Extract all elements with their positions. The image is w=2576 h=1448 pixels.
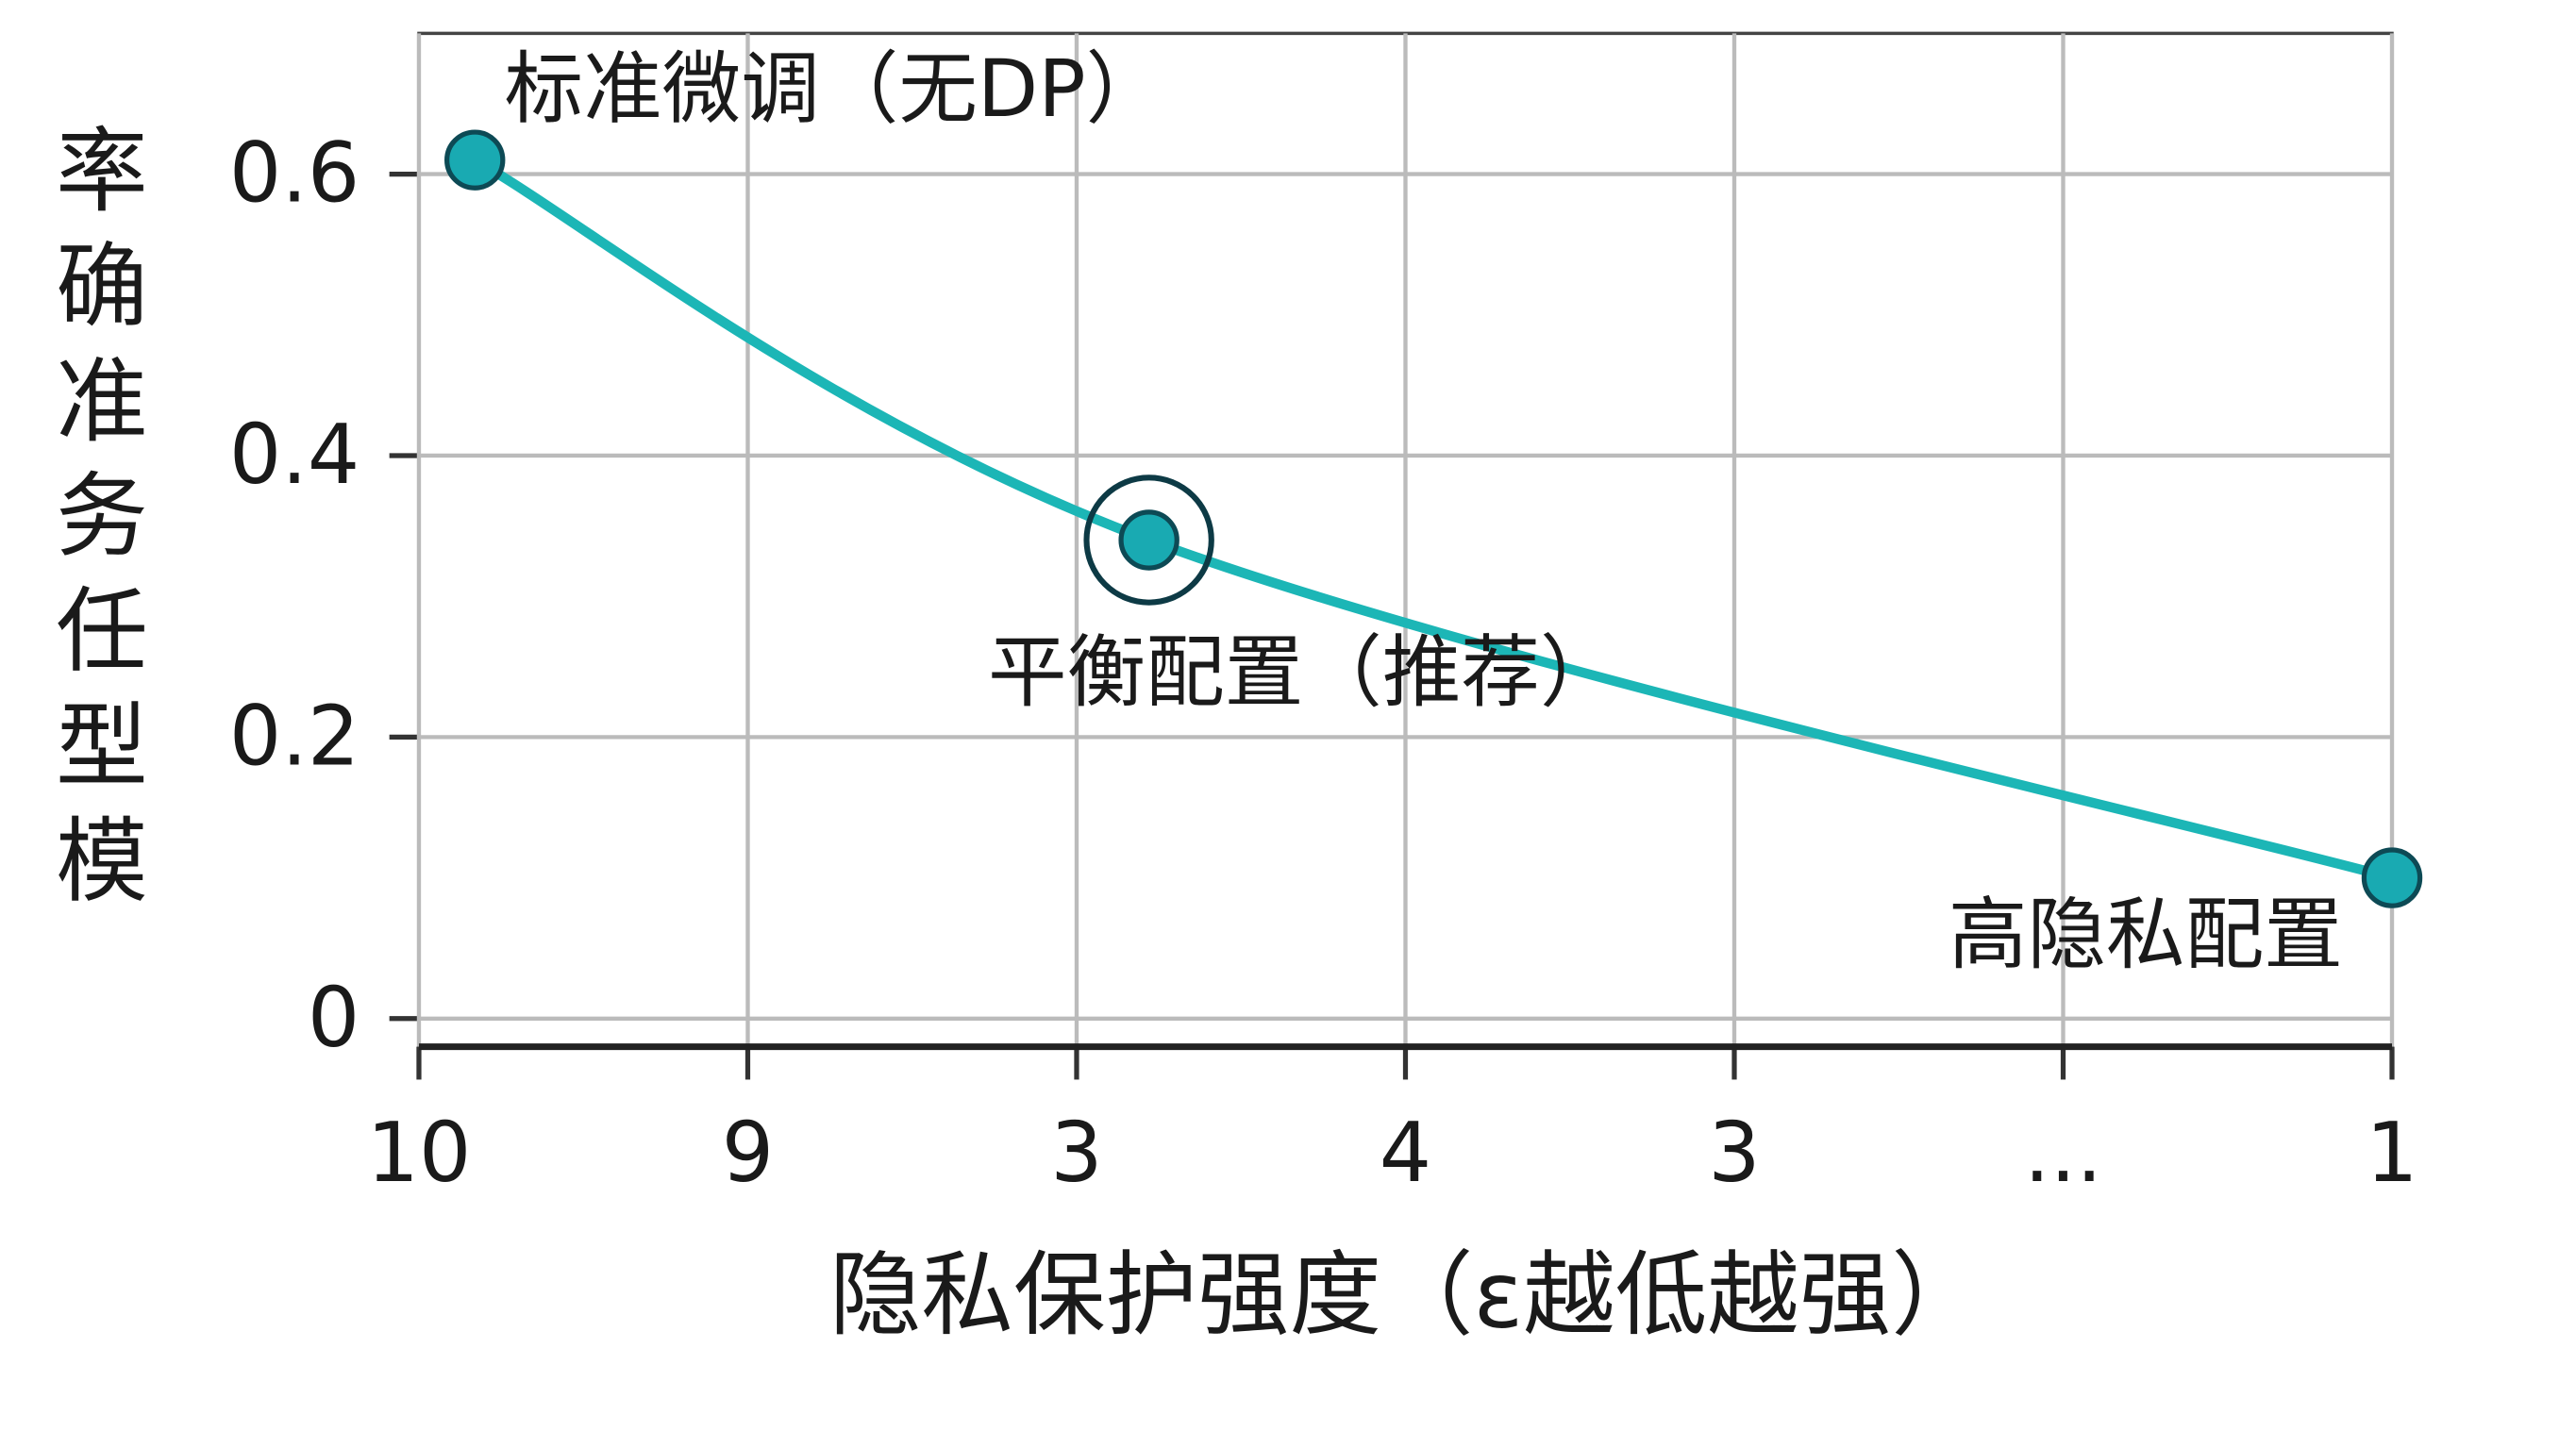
x-tick-label: 3: [1708, 1105, 1760, 1201]
highlight-ring: [1083, 474, 1214, 606]
x-tick-label: 10: [367, 1105, 472, 1201]
x-tick-label: 1: [2366, 1105, 2417, 1201]
y-tick-label: 0.4: [229, 407, 360, 503]
line: [472, 156, 2394, 883]
x-tick-label: 9: [722, 1105, 774, 1201]
x-tick-label: 4: [1380, 1105, 1431, 1201]
annotation: 标准微调（无DP）: [505, 42, 1165, 135]
point: [2361, 847, 2423, 908]
y-tick-label: 0: [308, 970, 360, 1066]
y-tick-label: 0.6: [229, 125, 360, 222]
annotation: 平衡配置（推荐）: [988, 626, 1619, 719]
y-axis-label: 模型任务准确率: [56, 117, 148, 914]
x-axis-label: 隐私保护强度（ε越低越强）: [829, 1240, 1983, 1348]
point: [1118, 509, 1179, 571]
annotation: 高隐私配置: [1949, 889, 2343, 981]
y-tick-label: 0.2: [229, 689, 360, 785]
x-tick-label: ...: [2024, 1105, 2102, 1201]
x-tick-label: 3: [1050, 1105, 1102, 1201]
point: [444, 129, 506, 191]
